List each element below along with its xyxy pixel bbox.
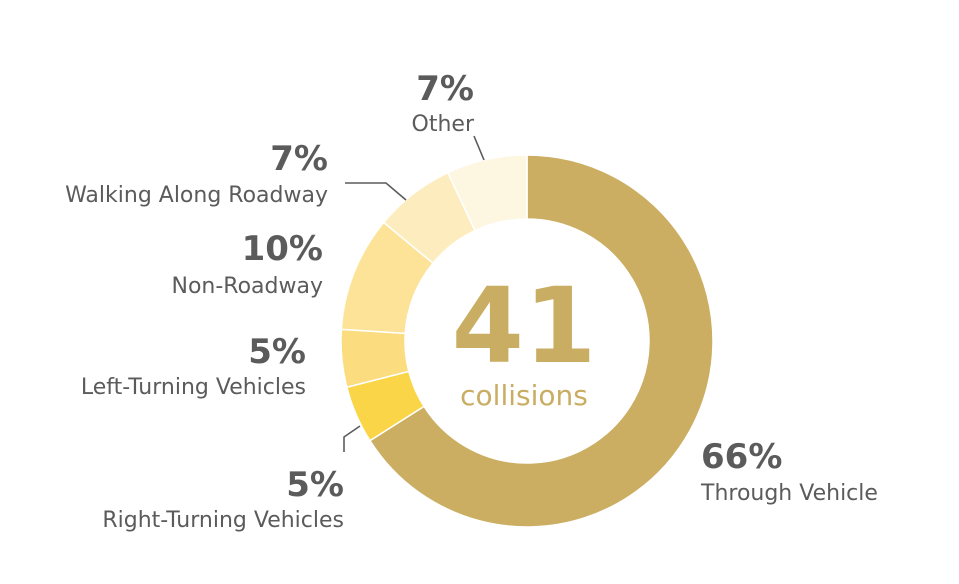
- slice-label-left-turning: Left-Turning Vehicles: [81, 375, 306, 400]
- leader-line-other: [473, 135, 485, 161]
- pct-label-other: 7%: [416, 69, 474, 109]
- pct-label-left-turning: 5%: [248, 332, 306, 372]
- slice-label-through: Through Vehicle: [700, 481, 878, 506]
- pct-label-through: 66%: [701, 437, 782, 477]
- slice-label-right-turning: Right-Turning Vehicles: [102, 508, 344, 533]
- slice-label-other: Other: [412, 112, 475, 137]
- slice-through-vehicle: [368, 154, 714, 528]
- leader-line-walking: [345, 182, 407, 201]
- pct-label-right-turning: 5%: [286, 465, 344, 505]
- pct-label-non-roadway: 10%: [242, 229, 323, 269]
- leader-line-right-turning: [343, 425, 361, 452]
- pct-label-walking: 7%: [270, 139, 328, 179]
- slice-other: [446, 154, 528, 232]
- center-unit: collisions: [460, 379, 588, 412]
- leader-lines: [343, 135, 485, 452]
- donut-slices: [340, 154, 714, 528]
- slice-label-non-roadway: Non-Roadway: [172, 274, 324, 299]
- slice-label-walking: Walking Along Roadway: [65, 183, 328, 208]
- center-value: 41: [452, 265, 597, 387]
